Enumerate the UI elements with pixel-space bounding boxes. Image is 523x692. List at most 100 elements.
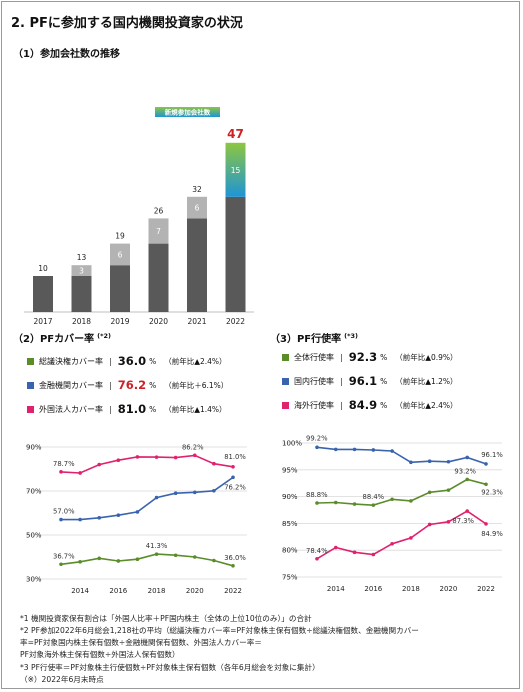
coverage-line-chart: 30% 50% 70% 90% 2014 2016 2018 2020 2022 78.7% 57.… xyxy=(26,443,247,595)
coverage-legend-row: 金融機関カバー率 | 76.2% （前年比＋6.1%） xyxy=(27,378,228,392)
data-label: 93.2% xyxy=(454,467,476,475)
legend-unit: % xyxy=(380,400,388,410)
legend-label: 金融機関カバー率 xyxy=(39,380,103,390)
bar-new xyxy=(225,142,246,197)
bar-new xyxy=(187,196,207,219)
x-tick-label: 2016 xyxy=(109,587,127,595)
legend-value: 76.2 xyxy=(117,378,147,392)
series-point xyxy=(315,556,319,561)
legend-change: （前年比▲1.2%） xyxy=(395,376,458,386)
footnote-3: *3 PF行使率＝PF対象株主行使個数÷PF対象株主保有個数（各年6月総会を対象… xyxy=(20,663,320,672)
y-tick-label: 30% xyxy=(26,576,42,584)
data-label: 88.4% xyxy=(363,493,385,501)
series-point xyxy=(59,517,63,522)
series-point xyxy=(484,482,488,487)
footnote-2c: PF対象海外株主保有個数÷外国法人保有個数） xyxy=(20,650,180,659)
legend-change: （前年比＋6.1%） xyxy=(164,380,229,390)
new-participant-badge-label: 新規参加会社数 xyxy=(165,108,211,117)
series-point xyxy=(409,499,413,503)
bar-year-label: 2020 xyxy=(149,317,168,325)
series-point xyxy=(390,497,394,502)
bar-total-label: 13 xyxy=(77,253,87,262)
legend-label: 全体行使率 xyxy=(294,352,334,362)
legend-value: 81.0 xyxy=(117,402,147,416)
exercise-line-chart: 75% 80% 85% 90% 95% 100% 2014 2016 2018 2020 2022 9… xyxy=(282,434,503,593)
series-point xyxy=(333,447,338,452)
series-point xyxy=(116,458,121,462)
series-point xyxy=(78,471,82,475)
legend-swatch xyxy=(282,377,289,385)
series-point xyxy=(333,500,338,505)
series-point xyxy=(97,516,102,520)
legend-separator: | xyxy=(109,404,112,414)
legend-change: （前年比▲2.4%） xyxy=(395,400,458,410)
left-section-note: (*2) xyxy=(97,331,111,340)
bar-new xyxy=(148,218,169,244)
x-tick-label: 2020 xyxy=(186,587,204,595)
bar-existing xyxy=(71,276,92,312)
data-label: 96.1% xyxy=(481,451,503,459)
legend-value: 96.1 xyxy=(348,374,378,388)
bar-existing xyxy=(225,196,246,312)
x-tick-label: 2014 xyxy=(327,585,345,593)
series-point xyxy=(333,545,338,550)
series-point xyxy=(173,455,178,460)
y-tick-label: 85% xyxy=(282,520,298,528)
legend-separator: | xyxy=(340,400,343,410)
y-tick-label: 50% xyxy=(26,532,42,540)
x-tick-label: 2016 xyxy=(364,585,382,593)
series-point xyxy=(352,447,357,452)
series-point xyxy=(192,453,197,458)
x-tick-label: 2014 xyxy=(71,587,89,595)
series-point xyxy=(352,502,357,506)
coverage-legend-row: 総議決権カバー率 | 36.0% （前年比▲2.4%） xyxy=(27,354,227,368)
legend-unit: % xyxy=(149,356,157,366)
series-point xyxy=(154,552,159,556)
legend-change: （前年比▲2.4%） xyxy=(164,356,227,366)
legend-separator: | xyxy=(109,356,112,366)
series-point xyxy=(484,522,488,526)
data-label: 78.4% xyxy=(306,547,328,555)
data-label: 87.3% xyxy=(452,517,474,525)
footnote-2: *2 PF参加2022年6月総会1,218社の平均（総議決権カバー率=PF対象株… xyxy=(20,626,419,635)
bar-existing xyxy=(110,265,130,312)
series-point xyxy=(192,490,197,495)
data-label: 36.0% xyxy=(224,554,246,562)
series-point xyxy=(173,491,178,495)
series-point xyxy=(154,455,159,459)
bar-total-label: 32 xyxy=(192,185,202,194)
data-label: 41.3% xyxy=(146,542,168,550)
legend-label: 国内行使率 xyxy=(294,376,334,386)
x-tick-label: 2018 xyxy=(148,587,166,595)
footnote-2b: 率=PF対象国内株主保有個数÷金融機関保有個数、外国法人カバー率＝ xyxy=(20,638,262,647)
series-point xyxy=(116,559,121,563)
coverage-legend-row: 外国法人カバー率 | 81.0% （前年比▲1.4%） xyxy=(27,402,227,416)
series-point xyxy=(446,519,451,524)
series-point xyxy=(465,455,470,460)
bar-new-label: 7 xyxy=(156,227,161,236)
series-line xyxy=(316,478,487,507)
series-line xyxy=(61,476,234,521)
bar-year-label: 2018 xyxy=(72,317,91,325)
bar-total-label: 47 xyxy=(227,127,244,141)
series-line xyxy=(60,454,234,474)
bar-existing xyxy=(187,218,207,312)
series-point xyxy=(484,462,488,466)
footnote-asof: （※）2022年6月末時点 xyxy=(20,675,104,684)
data-label: 78.7% xyxy=(53,460,75,468)
series-point xyxy=(315,445,319,450)
series-point xyxy=(231,564,235,568)
bar-new xyxy=(71,265,92,276)
y-tick-label: 75% xyxy=(282,574,298,582)
bar-new-label: 15 xyxy=(231,166,241,175)
series-line xyxy=(60,553,234,567)
bar-new-label: 3 xyxy=(79,267,84,276)
y-tick-label: 90% xyxy=(282,493,298,501)
legend-unit: % xyxy=(380,352,388,362)
series-point xyxy=(192,555,197,559)
series-point xyxy=(212,488,216,493)
series-point xyxy=(427,490,432,495)
legend-swatch xyxy=(282,353,289,361)
y-tick-label: 70% xyxy=(26,488,42,496)
legend-unit: % xyxy=(380,376,388,386)
